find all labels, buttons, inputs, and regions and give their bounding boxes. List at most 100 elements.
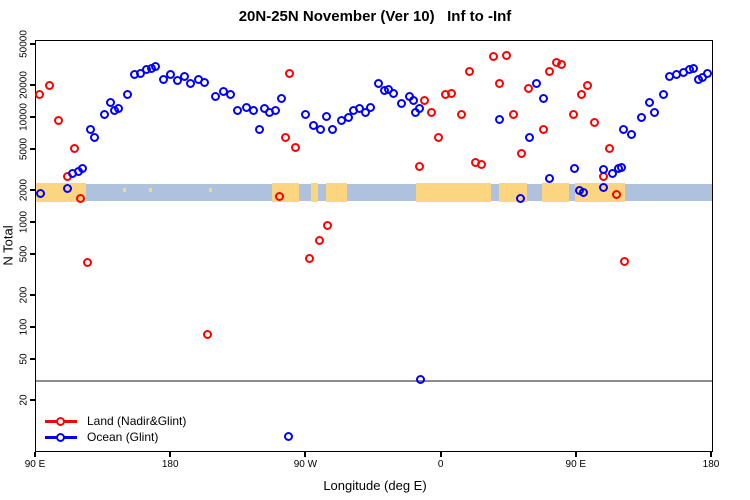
data-point [315, 125, 325, 135]
data-point [420, 95, 430, 105]
x-tick-label: 90 E [565, 459, 587, 470]
data-point [447, 88, 457, 98]
data-point [304, 253, 314, 263]
y-tick-mark [30, 84, 35, 87]
data-point [270, 105, 280, 115]
data-point [569, 109, 579, 119]
data-point [415, 161, 425, 171]
legend-label-land: Land (Nadir&Glint) [87, 414, 187, 428]
x-tick-mark [304, 451, 307, 457]
data-point [516, 193, 526, 203]
data-point [620, 256, 630, 266]
data-point [185, 79, 195, 89]
data-point [599, 182, 609, 192]
y-tick-mark [30, 357, 35, 360]
data-point [612, 190, 622, 200]
data-point [283, 432, 293, 442]
map-band-islet [336, 188, 340, 193]
data-point [158, 74, 168, 84]
data-point [360, 107, 370, 117]
data-point [248, 106, 258, 116]
data-point [495, 114, 505, 124]
data-point [457, 109, 467, 119]
data-point [300, 109, 310, 119]
data-point [232, 106, 242, 116]
data-point [489, 51, 499, 61]
y-tick-label: 500 [18, 245, 30, 262]
data-point [570, 163, 580, 173]
y-tick-mark [30, 252, 35, 255]
data-point [659, 90, 669, 100]
y-tick-label: 10000 [18, 103, 30, 131]
data-point [202, 330, 212, 340]
data-point [343, 112, 353, 122]
data-point [619, 125, 629, 135]
data-point [577, 89, 587, 99]
data-point [645, 98, 655, 108]
data-point [77, 163, 87, 173]
data-point [590, 117, 600, 127]
y-tick-label: 50000 [18, 29, 30, 58]
data-point [702, 68, 712, 78]
data-point [557, 60, 567, 70]
data-point [321, 111, 331, 121]
data-point [627, 130, 637, 140]
data-point [502, 50, 512, 60]
y-tick-label: 100 [18, 318, 30, 336]
y-tick-mark [30, 116, 35, 118]
y-tick-mark [30, 221, 35, 223]
x-tick-label: 90 E [24, 459, 46, 470]
data-point [284, 68, 294, 78]
data-point [396, 99, 406, 109]
data-point [165, 69, 175, 79]
data-point [276, 93, 286, 103]
data-point [314, 236, 324, 246]
data-point [62, 184, 72, 194]
y-tick-label: 50 [18, 353, 30, 365]
map-band-islet [148, 188, 152, 193]
data-point [225, 90, 235, 100]
data-point [495, 79, 505, 89]
data-point [35, 188, 45, 198]
data-point [389, 88, 399, 98]
y-tick-mark [30, 189, 35, 192]
x-tick-mark [34, 451, 36, 457]
data-point [524, 84, 534, 94]
data-point [45, 81, 55, 91]
y-tick-mark [30, 399, 35, 402]
y-tick-label: 2000 [18, 179, 30, 202]
data-point [290, 142, 300, 152]
data-point [617, 162, 627, 172]
data-point [374, 78, 383, 88]
data-point [650, 107, 660, 117]
data-point [199, 77, 209, 87]
data-point [599, 165, 609, 175]
data-point [150, 62, 160, 72]
map-band-islet [123, 188, 127, 193]
chart-title: 20N-25N November (Ver 10) Inf to -Inf [238, 8, 512, 25]
data-point [605, 144, 615, 154]
data-point [477, 160, 487, 170]
data-point [608, 169, 618, 179]
data-point [113, 103, 123, 113]
data-point [69, 144, 79, 154]
data-point [280, 133, 290, 143]
data-point [517, 148, 527, 158]
y-tick-mark [30, 42, 35, 45]
map-band-land-segment [36, 183, 86, 202]
ocean-series-marker-icon [45, 432, 77, 442]
x-tick-label: 180 [161, 459, 179, 470]
data-point [509, 109, 519, 119]
legend-item-land: Land (Nadir&Glint) [45, 413, 186, 429]
legend: Land (Nadir&Glint) Ocean (Glint) [45, 413, 186, 445]
x-tick-mark [710, 451, 712, 457]
legend-item-ocean: Ocean (Glint) [45, 429, 186, 445]
y-tick-label: 20000 [18, 71, 30, 100]
x-tick-label: 90 W [293, 459, 318, 470]
y-axis-label: N Total [0, 225, 16, 266]
data-point [583, 81, 593, 91]
x-tick-mark [439, 451, 442, 457]
data-point [99, 109, 109, 119]
data-point [415, 103, 425, 113]
